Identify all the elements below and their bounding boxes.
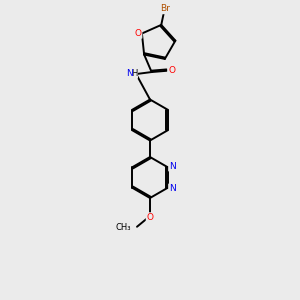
Text: O: O [135,29,142,38]
Text: Br: Br [160,4,170,14]
Text: H: H [131,69,137,78]
Text: O: O [168,66,175,75]
Text: N: N [169,184,175,193]
Text: CH₃: CH₃ [116,223,131,232]
Text: O: O [146,213,154,222]
Text: N: N [169,162,175,171]
Text: N: N [126,69,133,78]
